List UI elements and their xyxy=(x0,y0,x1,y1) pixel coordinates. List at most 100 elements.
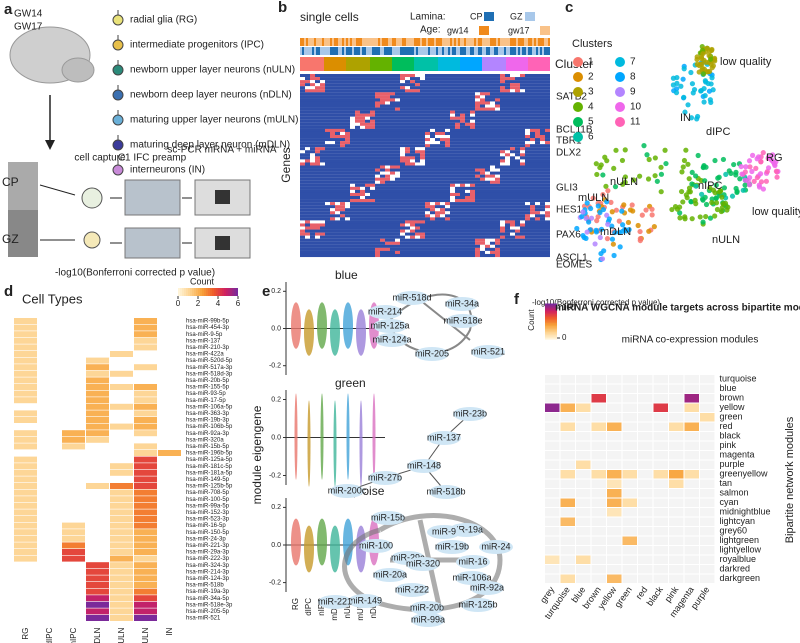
cell-point xyxy=(688,115,695,121)
heat-cell xyxy=(510,77,515,81)
heat-cell xyxy=(535,192,540,197)
heat-cell xyxy=(350,186,355,190)
heat-cell xyxy=(450,74,455,78)
heat-cell xyxy=(465,238,470,242)
heat-cell xyxy=(62,370,85,377)
label: gw14 xyxy=(447,25,469,35)
heat-cell xyxy=(370,177,375,181)
heat-cell xyxy=(375,83,380,87)
heat-cell xyxy=(540,165,545,169)
heat-cell xyxy=(345,202,350,206)
heat-cell xyxy=(86,568,109,575)
heat-cell xyxy=(345,192,350,197)
heat-cell xyxy=(455,192,460,197)
heat-cell xyxy=(545,479,560,488)
heat-cell xyxy=(435,196,440,200)
heat-cell xyxy=(591,479,606,488)
heat-cell xyxy=(622,565,637,574)
heat-cell xyxy=(325,116,330,120)
heat-cell xyxy=(470,135,475,139)
heat-cell xyxy=(460,162,465,166)
heat-cell xyxy=(410,147,415,151)
heat-cell xyxy=(440,165,445,169)
heat-cell xyxy=(134,588,157,595)
heat-cell xyxy=(305,153,310,157)
heat-cell xyxy=(684,470,699,479)
heat-cell xyxy=(495,223,500,227)
cell-point xyxy=(713,195,719,202)
heat-cell xyxy=(505,196,510,200)
heat-cell xyxy=(525,77,530,81)
lamina-strip xyxy=(538,47,540,55)
heat-cell xyxy=(653,422,668,431)
heat-cell xyxy=(330,186,335,190)
heat-cell xyxy=(370,95,375,99)
heat-cell xyxy=(465,220,470,224)
heat-cell xyxy=(14,436,37,443)
age-strip xyxy=(442,38,444,46)
heat-cell xyxy=(14,450,37,456)
heat-cell xyxy=(435,119,440,123)
cluster-strip xyxy=(538,57,540,71)
heat-cell xyxy=(14,549,37,555)
cluster-strip xyxy=(370,57,372,71)
heat-cell xyxy=(360,199,365,203)
heat-cell xyxy=(485,171,490,175)
heat-cell xyxy=(395,199,400,203)
heat-cell xyxy=(370,147,375,151)
heat-cell xyxy=(515,241,520,245)
heat-cell xyxy=(485,253,490,258)
heat-cell xyxy=(475,83,480,87)
cluster-annotation: mULN xyxy=(578,192,609,204)
row-label: hsa-miR-150-5p xyxy=(186,530,230,536)
heat-cell xyxy=(410,202,415,206)
heat-cell xyxy=(355,128,360,132)
heat-cell xyxy=(455,189,460,193)
heat-cell xyxy=(370,199,375,203)
row-label: hsa-miR-521 xyxy=(186,616,221,622)
heat-cell xyxy=(320,241,325,245)
heat-cell xyxy=(390,186,395,190)
heat-cell xyxy=(62,384,85,390)
cluster-strip xyxy=(514,57,516,71)
row-label: hsa-miR-708-5p xyxy=(186,490,230,496)
cluster-strip xyxy=(344,57,346,71)
heat-cell xyxy=(450,98,455,102)
cell-point xyxy=(654,178,660,184)
heat-cell xyxy=(350,141,355,145)
heat-cell xyxy=(510,244,515,248)
heat-cell xyxy=(525,98,530,102)
heat-cell xyxy=(300,110,305,114)
cluster-strip xyxy=(386,57,388,71)
heat-cell xyxy=(638,517,653,526)
heat-cell xyxy=(315,183,320,187)
heat-cell xyxy=(470,165,475,169)
row-label: lightcyan xyxy=(720,516,756,526)
heat-cell xyxy=(86,436,109,443)
heat-cell xyxy=(535,183,540,187)
heat-cell xyxy=(405,156,410,160)
heat-cell xyxy=(365,144,370,148)
age-strip xyxy=(356,38,358,46)
heat-cell xyxy=(325,229,330,233)
heat-cell xyxy=(455,202,460,206)
legend-label: 7 xyxy=(630,57,636,68)
heat-cell xyxy=(430,110,435,114)
heat-cell xyxy=(520,238,525,242)
heat-cell xyxy=(425,107,430,111)
heat-cell xyxy=(395,86,400,90)
heat-cell xyxy=(515,125,520,129)
heat-cell xyxy=(395,208,400,212)
heat-cell xyxy=(86,450,109,456)
heat-cell xyxy=(300,80,305,84)
heat-cell xyxy=(335,138,340,142)
heat-cell xyxy=(490,101,495,105)
age-strip xyxy=(488,38,490,46)
heat-cell xyxy=(535,208,540,212)
heat-cell xyxy=(14,423,37,430)
heat-cell xyxy=(355,98,360,102)
lamina-strip xyxy=(548,47,550,55)
heat-cell xyxy=(515,196,520,200)
heat-cell xyxy=(385,174,390,178)
heat-cell xyxy=(370,92,375,96)
